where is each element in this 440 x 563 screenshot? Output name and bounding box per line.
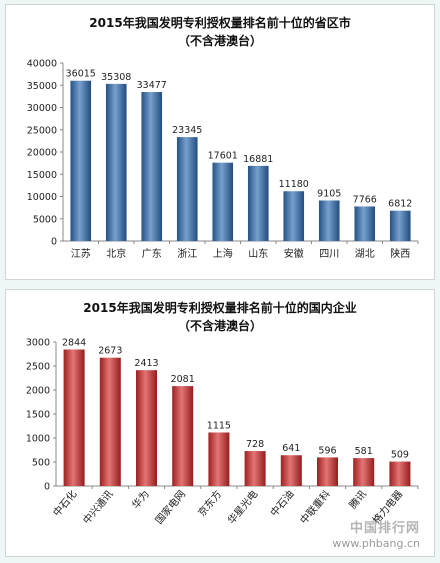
x-tick-label: 华星光电 (225, 488, 261, 527)
data-label: 581 (355, 446, 373, 457)
y-tick-label: 2000 (26, 386, 50, 397)
y-tick-label: 0 (51, 237, 57, 248)
chart-title: 2015年我国发明专利授权量排名前十位的国内企业 (83, 301, 357, 315)
y-tick-label: 2500 (26, 362, 50, 373)
data-label: 509 (391, 450, 409, 461)
x-tick-label: 湖北 (355, 248, 375, 260)
x-tick-label: 浙江 (177, 248, 197, 260)
x-tick-label: 国家电网 (152, 488, 188, 527)
x-tick-label: 广东 (142, 247, 162, 260)
data-label: 596 (318, 445, 336, 456)
bar (99, 357, 121, 486)
chart-subtitle: （不含港澳台） (177, 319, 262, 333)
bar (70, 80, 92, 242)
bar (244, 451, 266, 486)
y-tick-label: 15000 (27, 170, 57, 181)
data-label: 2844 (62, 337, 86, 348)
x-tick-label: 山东 (248, 247, 268, 260)
x-tick-label: 中石化 (50, 488, 79, 519)
x-tick-label: 上海 (213, 247, 233, 260)
bar (318, 200, 340, 241)
bar (280, 455, 302, 486)
watermark-logo: 中国排行网 (349, 521, 420, 536)
bar (208, 432, 230, 486)
x-tick-label: 江苏 (71, 247, 91, 260)
x-tick-label: 安徽 (284, 247, 304, 260)
bar (141, 92, 163, 242)
x-tick-label: 腾讯 (346, 488, 369, 512)
chart-subtitle: （不含港澳台） (177, 34, 262, 48)
bar (105, 83, 127, 242)
watermark-url: www.phbang.cn (332, 537, 420, 550)
bar (353, 458, 375, 486)
bar (354, 206, 376, 241)
bar (389, 210, 411, 241)
y-tick-label: 20000 (27, 148, 57, 159)
data-label: 35308 (101, 72, 131, 83)
y-tick-label: 500 (32, 458, 50, 469)
data-label: 16881 (243, 154, 273, 165)
y-tick-label: 0 (44, 482, 50, 493)
y-tick-label: 35000 (27, 81, 57, 92)
bar (172, 386, 194, 486)
bar (176, 137, 198, 241)
x-tick-label: 陕西 (390, 247, 410, 260)
bar (212, 162, 234, 241)
data-label: 1115 (207, 420, 231, 431)
data-label: 6812 (388, 199, 412, 210)
data-label: 7766 (353, 194, 377, 205)
data-label: 2081 (171, 374, 195, 385)
data-label: 728 (246, 439, 264, 450)
data-label: 36015 (66, 69, 96, 80)
data-label: 11180 (279, 179, 309, 190)
bar (283, 191, 305, 241)
data-label: 641 (282, 443, 300, 454)
bar (136, 370, 157, 486)
data-label: 2673 (98, 346, 122, 357)
data-label: 2413 (134, 358, 158, 369)
data-label: 33477 (137, 80, 167, 91)
y-tick-label: 30000 (27, 103, 57, 114)
chart-enterprises-svg: 0 500 1000 1500 2000 2500 3000 2844 中石化 2673 中兴通讯 2… (26, 337, 419, 527)
data-label: 9105 (317, 188, 341, 199)
bar (389, 461, 411, 486)
y-tick-label: 1000 (26, 434, 50, 445)
y-tick-label: 40000 (27, 59, 57, 70)
x-tick-label: 中联重科 (297, 488, 333, 527)
y-tick-label: 10000 (27, 192, 57, 203)
data-label: 23345 (172, 125, 202, 136)
y-tick-label: 1500 (26, 410, 50, 421)
y-tick-label: 25000 (27, 125, 57, 136)
x-tick-label: 北京 (106, 247, 126, 260)
chart-provinces-svg: 0 5000 10000 15000 20000 25000 30000 35000 40000… (27, 59, 419, 260)
chart-enterprises-panel: 2015年我国发明专利授权量排名前十位的国内企业 （不含港澳台） 0 500 100… (5, 289, 435, 557)
bar (317, 457, 338, 486)
x-tick-label: 四川 (319, 249, 339, 260)
chart-title: 2015年我国发明专利授权量排名前十位的省区市 (89, 16, 351, 30)
x-tick-label: 中石油 (267, 488, 296, 519)
x-tick-label: 中兴通讯 (80, 488, 116, 527)
y-tick-label: 5000 (33, 214, 57, 225)
bar (247, 165, 269, 241)
data-label: 17601 (208, 151, 238, 162)
x-tick-label: 华为 (129, 488, 152, 512)
chart-provinces-panel: 2015年我国发明专利授权量排名前十位的省区市 （不含港澳台） 0 5000 100… (5, 4, 435, 280)
bar (63, 349, 85, 486)
x-tick-label: 京东方 (195, 488, 224, 519)
y-tick-label: 3000 (26, 338, 50, 349)
